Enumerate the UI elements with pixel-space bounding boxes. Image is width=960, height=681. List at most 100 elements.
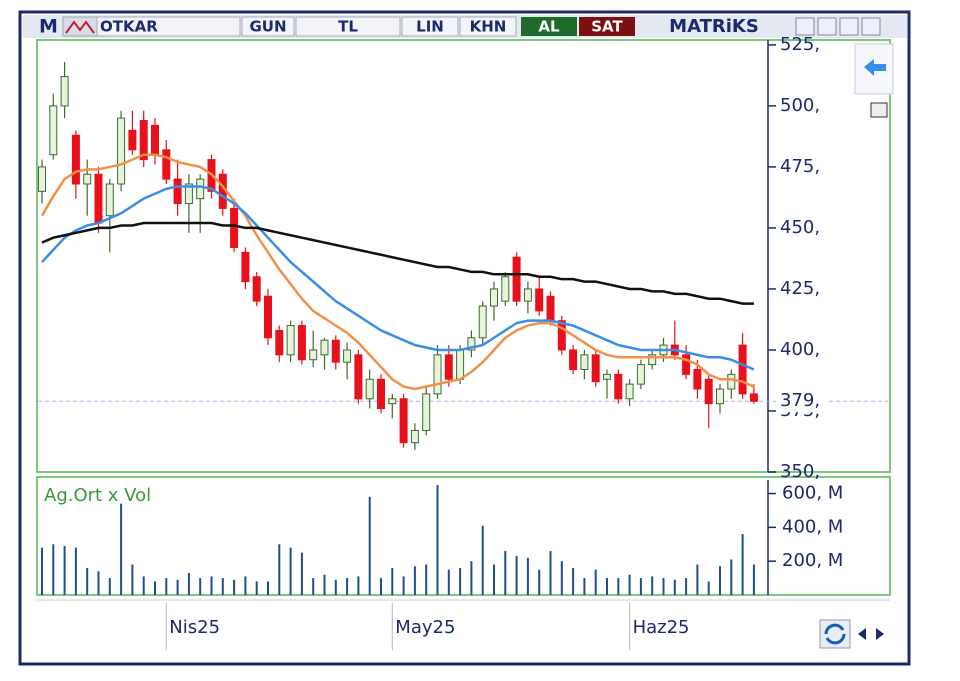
maximize-button[interactable]: [839, 17, 859, 36]
moving-average: [40, 153, 755, 391]
volume-panel: [36, 476, 891, 596]
volume-bar: [606, 578, 608, 595]
toolbar-button[interactable]: [401, 16, 459, 37]
volume-bar: [583, 578, 586, 595]
volume-bar: [549, 551, 552, 595]
volume-bar: [323, 574, 326, 595]
y-tick-label: 600, M: [782, 483, 843, 504]
volume-bar: [481, 525, 484, 595]
volume-bar: [289, 547, 292, 595]
toolbar-button[interactable]: [241, 16, 295, 37]
volume-bar: [685, 578, 688, 595]
candle-body: [648, 354, 657, 366]
volume-bar: [131, 564, 134, 595]
candle-body: [501, 276, 510, 302]
volume-bar: [696, 564, 699, 595]
candle-body: [625, 383, 634, 400]
volume-bar: [538, 569, 541, 595]
candle-body: [365, 378, 374, 400]
minimize-button[interactable]: [817, 17, 837, 36]
icon-glyph: [65, 20, 95, 34]
x-tick-label: Haz25: [633, 617, 690, 638]
volume-bar: [346, 578, 349, 595]
symbol-box[interactable]: [96, 16, 241, 37]
candle-body: [354, 354, 363, 400]
sell-button[interactable]: [579, 17, 635, 36]
candle-body: [162, 149, 171, 180]
panel-button[interactable]: [870, 102, 888, 118]
toolbar-button-label: LIN: [416, 18, 444, 36]
toolbar-button[interactable]: [459, 16, 517, 37]
candle-body: [151, 124, 159, 156]
volume-bar: [154, 581, 156, 595]
volume-bar: [176, 579, 179, 595]
buy-button[interactable]: [521, 17, 577, 36]
volume-bar: [97, 571, 100, 595]
menu-button[interactable]: [795, 17, 815, 36]
y-tick-label: 500,: [780, 95, 820, 116]
candle-body: [343, 349, 352, 363]
y-tick-label: 525,: [780, 34, 820, 55]
candle-body: [230, 207, 239, 248]
volume-bar: [436, 485, 439, 595]
close-button[interactable]: [861, 17, 881, 36]
toolbar-button-label: KHN: [470, 18, 507, 36]
candle-body: [535, 288, 544, 312]
candle-body: [139, 120, 148, 161]
icon[interactable]: [62, 16, 98, 37]
x-tick-label: Nis25: [169, 617, 220, 638]
brand: MATRiKS: [669, 16, 759, 37]
volume-bar: [210, 576, 213, 595]
candle-body: [196, 178, 205, 200]
candle-body: [546, 295, 555, 322]
volume-bar: [504, 551, 507, 595]
volume-bar: [628, 574, 631, 595]
candle-body: [636, 364, 645, 385]
candle-body: [580, 354, 589, 370]
price-marker-label: 379,: [780, 390, 820, 411]
candle-body: [331, 339, 340, 363]
y-tick-label: 400, M: [782, 516, 843, 537]
candle-body: [433, 354, 442, 395]
y-tick-label: 475,: [780, 156, 820, 177]
candle-body: [128, 129, 137, 151]
volume-bar: [267, 581, 269, 595]
logo: M: [39, 16, 58, 38]
volume-bar: [526, 557, 529, 595]
volume-bar: [515, 556, 518, 595]
candle-body: [490, 288, 498, 307]
candle-body: [184, 183, 193, 205]
refresh-icon: [824, 623, 846, 645]
price-panel: [36, 39, 891, 473]
toolbar-button[interactable]: [295, 16, 401, 37]
candle-body: [444, 354, 453, 380]
candle-body: [377, 378, 385, 410]
candle-body: [83, 173, 92, 185]
buy-label: AL: [538, 18, 560, 36]
y-tick-label: 400,: [780, 339, 820, 360]
candle-body: [716, 388, 724, 405]
candle-body: [557, 320, 566, 351]
candle-body: [410, 430, 419, 444]
volume-bar: [244, 576, 247, 595]
volume-bar: [741, 534, 744, 595]
scroll-left[interactable]: [858, 628, 866, 640]
volume-bar: [233, 579, 236, 595]
candle-body: [399, 398, 408, 444]
volume-bar: [255, 581, 258, 595]
candle-body: [523, 288, 532, 302]
volume-bar: [425, 564, 428, 595]
volume-bar: [651, 576, 654, 595]
candle-body: [264, 295, 272, 339]
candle-body: [38, 166, 46, 192]
scroll-right[interactable]: [876, 628, 884, 640]
volume-bar: [594, 569, 597, 595]
toolbar-button-label: GUN: [249, 18, 286, 36]
candle-body: [94, 173, 103, 224]
volume-bar: [357, 576, 360, 595]
volume-bar: [74, 547, 77, 595]
volume-bar: [86, 567, 89, 595]
x-tick-label: May25: [395, 617, 455, 638]
volume-bar: [221, 578, 224, 595]
volume-bar: [470, 561, 473, 595]
